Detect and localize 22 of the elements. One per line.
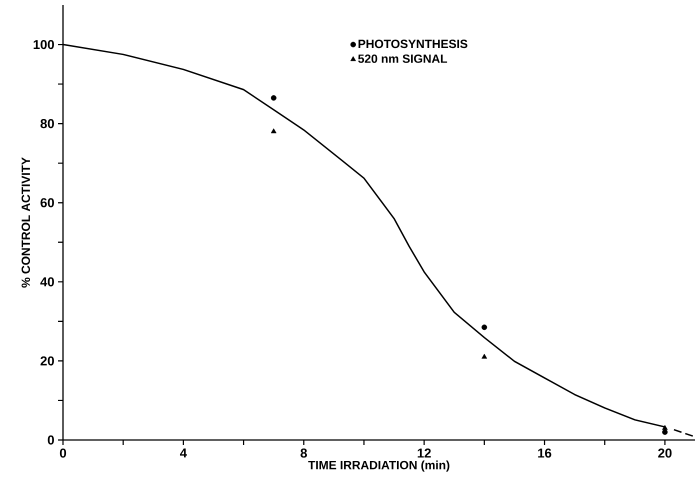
- y-tick-label: 20: [40, 356, 54, 366]
- x-axis-title: TIME IRRADIATION (min): [308, 460, 450, 472]
- y-tick-label: 0: [48, 435, 54, 445]
- legend-label: 520 nm SIGNAL: [358, 54, 448, 63]
- x-tick-label: 16: [538, 448, 552, 458]
- y-tick-label: 40: [40, 277, 54, 286]
- point: [662, 429, 668, 435]
- x-tick-label: 12: [418, 448, 431, 458]
- point: [482, 324, 488, 330]
- point: [482, 354, 488, 359]
- point: [270, 95, 276, 101]
- y-tick-label: 60: [40, 198, 54, 208]
- y-axis-title: % CONTROL ACTIVITY: [22, 157, 30, 288]
- legend-label: PHOTOSYNTHESIS: [358, 40, 468, 48]
- y-tick-label: 80: [40, 119, 54, 128]
- point: [662, 424, 668, 430]
- point: [270, 128, 276, 134]
- y-tick-label: 100: [34, 40, 54, 50]
- x-tick-label: 0: [60, 448, 66, 458]
- x-tick-label: 8: [300, 448, 307, 458]
- x-tick-label: 20: [658, 448, 672, 458]
- x-tick-label: 4: [180, 448, 187, 458]
